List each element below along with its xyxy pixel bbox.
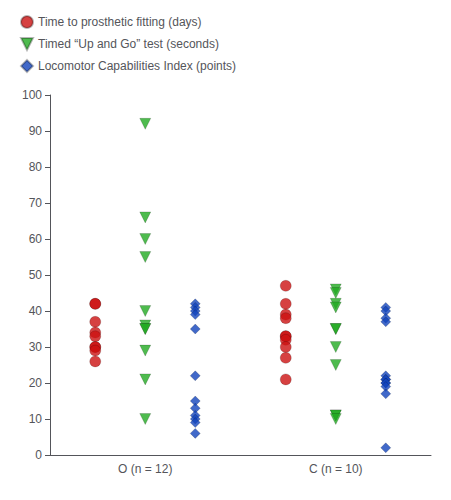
svg-text:70: 70 — [29, 196, 43, 210]
svg-text:Timed “Up and Go” test (second: Timed “Up and Go” test (seconds) — [38, 37, 219, 51]
svg-text:90: 90 — [29, 124, 43, 138]
svg-text:O (n = 12): O (n = 12) — [118, 462, 172, 476]
svg-text:Locomotor Capabilities Index (: Locomotor Capabilities Index (points) — [38, 59, 236, 73]
svg-text:10: 10 — [29, 412, 43, 426]
svg-text:C (n = 10): C (n = 10) — [309, 462, 363, 476]
svg-text:40: 40 — [29, 304, 43, 318]
svg-text:100: 100 — [22, 88, 42, 102]
svg-text:Time to prosthetic fitting (da: Time to prosthetic fitting (days) — [38, 15, 202, 29]
svg-text:60: 60 — [29, 232, 43, 246]
svg-text:20: 20 — [29, 376, 43, 390]
svg-text:50: 50 — [29, 268, 43, 282]
svg-text:0: 0 — [35, 448, 42, 462]
svg-text:30: 30 — [29, 340, 43, 354]
svg-text:80: 80 — [29, 160, 43, 174]
